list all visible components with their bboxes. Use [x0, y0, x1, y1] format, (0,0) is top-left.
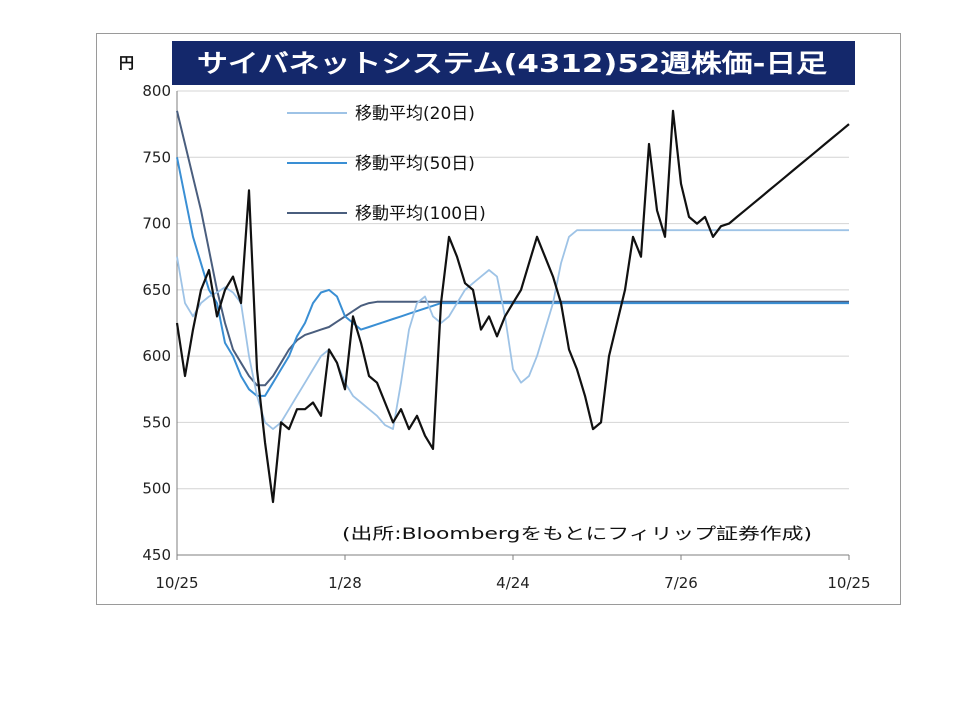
chart-frame: サイバネットシステム(4312)52週株価-日足 円 800 750 700 650 6…: [96, 33, 901, 605]
legend: 移動平均(20日) 移動平均(50日) 移動平均(100日): [287, 104, 486, 224]
x-tick-label: 7/26: [664, 574, 698, 592]
y-tick-label: 750: [142, 148, 171, 166]
y-tick-label: 600: [142, 347, 171, 365]
x-tick-labels: 10/25 1/28 4/24 7/26 10/25: [155, 555, 871, 592]
y-tick-label: 650: [142, 281, 171, 299]
price-chart: サイバネットシステム(4312)52週株価-日足 円 800 750 700 650 6…: [119, 41, 871, 592]
grid-layer: [177, 90, 849, 490]
series-layer: [175, 109, 850, 504]
source-note: (出所:Bloombergをもとにフィリップ証券作成): [342, 524, 812, 543]
y-tick-label: 700: [142, 215, 171, 233]
x-tick-label: 1/28: [328, 574, 362, 592]
series-line-ma20: [176, 229, 849, 430]
y-tick-label: 550: [142, 413, 171, 431]
axis-layer: [176, 91, 849, 556]
series-line-ma50: [176, 157, 849, 397]
y-tick-label: 800: [142, 82, 171, 100]
y-axis-unit: 円: [119, 54, 134, 72]
legend-label-ma50: 移動平均(50日): [355, 154, 475, 174]
series-line-ma100: [176, 110, 849, 387]
y-tick-label: 450: [142, 546, 171, 564]
x-tick-label: 10/25: [827, 574, 870, 592]
legend-label-ma20: 移動平均(20日): [355, 104, 475, 124]
title-bar: [172, 41, 855, 85]
x-tick-label: 4/24: [496, 574, 530, 592]
y-tick-labels: 800 750 700 650 600 550 500 450: [142, 82, 171, 564]
series-line-price: [175, 109, 850, 504]
x-tick-label: 10/25: [155, 574, 198, 592]
legend-label-ma100: 移動平均(100日): [355, 204, 486, 224]
y-tick-label: 500: [142, 480, 171, 498]
chart-title: サイバネットシステム(4312)52週株価-日足: [197, 49, 827, 78]
